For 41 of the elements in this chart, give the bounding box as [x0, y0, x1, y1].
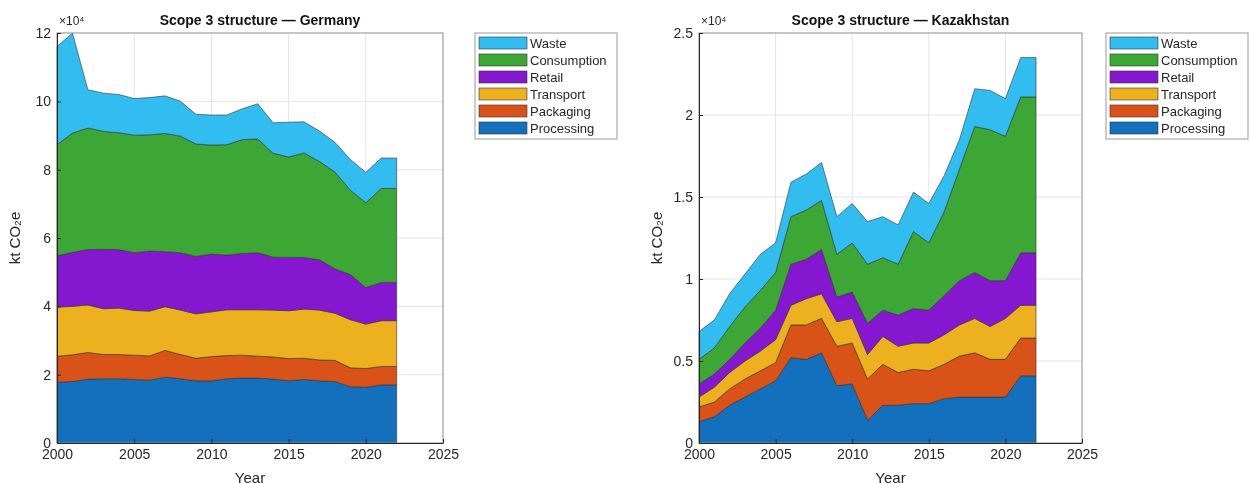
y-tick-label: 12	[35, 24, 52, 41]
x-tick-label: 2005	[760, 445, 792, 462]
legend-label: Packaging	[530, 104, 591, 119]
y-tick-label: 1	[685, 270, 694, 287]
y-tick-label: 2	[685, 106, 694, 123]
y-tick-label: 4	[43, 298, 52, 315]
legend-label: Waste	[530, 36, 567, 51]
text: ×10⁴	[701, 14, 727, 28]
x-axis-title: Year	[875, 469, 906, 483]
x-tick-label: 2025	[427, 445, 460, 462]
legend-label: Waste	[1161, 36, 1198, 51]
y-tick-label: 0.5	[673, 352, 694, 369]
y-tick-label: 2.5	[673, 24, 694, 41]
y-tick-label: 10	[35, 93, 52, 110]
legend-label: Retail	[1161, 70, 1195, 85]
x-tick-label: 2010	[837, 445, 869, 462]
x-axis-title: Year	[234, 469, 266, 483]
x-tick-label: 2025	[1066, 445, 1099, 462]
legend-label: Transport	[1161, 87, 1217, 102]
y-tick-label: 8	[43, 161, 52, 178]
x-tick-label: 2015	[913, 445, 946, 462]
x-tick-label: 2020	[990, 445, 1022, 462]
y-tick-label: 1.5	[673, 188, 694, 205]
legend-label: Retail	[530, 70, 564, 85]
legend-label: Consumption	[530, 53, 607, 68]
y-tick-label: 2	[43, 366, 52, 383]
y-tick-label: 6	[43, 229, 52, 246]
chart-title: Scope 3 structure — Germany	[159, 12, 361, 28]
legend-label: Processing	[1161, 121, 1226, 136]
legend-label: Packaging	[1161, 104, 1222, 119]
chart-title: Scope 3 structure — Kazakhstan	[791, 12, 1010, 28]
x-tick-label: 2005	[119, 445, 151, 462]
text: ×10⁴	[59, 14, 85, 28]
x-tick-label: 2015	[273, 445, 305, 462]
y-axis-title: kt CO₂e	[648, 211, 665, 265]
x-tick-label: 2020	[350, 445, 383, 462]
legend-label: Processing	[530, 121, 595, 136]
legend-label: Consumption	[1161, 53, 1238, 68]
y-axis-title: kt CO₂e	[6, 211, 23, 265]
legend-label: Transport	[530, 87, 586, 102]
x-tick-label: 2010	[196, 445, 228, 462]
